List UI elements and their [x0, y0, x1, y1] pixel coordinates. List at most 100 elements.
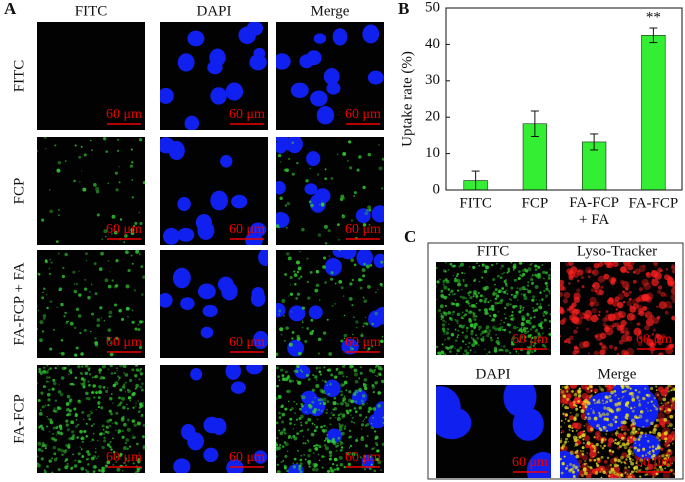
green-signal: [629, 431, 634, 436]
green-signal: [43, 366, 46, 369]
green-signal: [86, 457, 90, 461]
green-signal: [317, 337, 322, 342]
red-signal: [616, 301, 624, 309]
green-signal: [338, 279, 343, 284]
green-signal: [281, 445, 285, 448]
green-signal: [341, 365, 346, 368]
green-signal: [42, 385, 46, 389]
green-signal: [587, 416, 592, 421]
green-signal: [372, 391, 375, 394]
green-signal: [380, 469, 383, 471]
red-signal: [622, 300, 626, 304]
green-signal: [80, 377, 85, 381]
green-signal: [298, 417, 302, 421]
green-signal: [571, 427, 574, 429]
green-signal: [119, 452, 122, 455]
panel-frame: [427, 242, 684, 480]
green-signal: [308, 465, 311, 468]
green-signal: [276, 352, 279, 357]
micrograph: 60 μm: [276, 365, 384, 473]
green-signal: [87, 397, 91, 401]
green-signal: [348, 409, 352, 413]
green-signal: [59, 427, 63, 431]
green-signal: [628, 392, 633, 396]
green-signal: [140, 368, 143, 371]
nucleus: [304, 183, 318, 195]
green-signal: [115, 461, 117, 463]
green-signal: [478, 325, 482, 330]
green-signal: [345, 409, 349, 413]
nucleus: [220, 154, 233, 168]
nucleus: [276, 53, 291, 70]
green-signal: [658, 465, 663, 469]
green-signal: [327, 368, 332, 372]
green-signal: [304, 421, 308, 425]
micrograph: 60 μm: [436, 385, 551, 478]
green-signal: [64, 311, 67, 315]
red-signal: [617, 293, 624, 300]
green-signal: [131, 320, 135, 324]
green-signal: [107, 328, 112, 332]
green-signal: [465, 351, 470, 355]
green-signal: [340, 431, 345, 436]
green-signal: [60, 448, 64, 453]
green-signal: [630, 476, 633, 478]
green-signal: [561, 405, 564, 407]
green-signal: [637, 427, 641, 431]
green-signal: [90, 139, 92, 142]
green-signal: [45, 293, 48, 296]
green-signal: [44, 147, 47, 150]
green-signal: [42, 314, 47, 318]
green-signal: [276, 397, 278, 401]
micrograph: 60 μm: [37, 22, 145, 130]
green-signal: [594, 402, 596, 405]
nucleus: [177, 227, 195, 242]
green-signal: [504, 282, 508, 286]
green-signal: [142, 402, 145, 404]
green-signal: [638, 414, 643, 419]
red-signal: [670, 287, 675, 295]
green-signal: [537, 334, 542, 339]
green-signal: [617, 397, 620, 400]
red-signal: [620, 329, 625, 334]
green-signal: [335, 445, 338, 448]
green-signal: [573, 416, 577, 420]
green-signal: [329, 382, 332, 385]
green-signal: [639, 410, 644, 414]
green-signal: [324, 177, 328, 181]
green-signal: [328, 393, 331, 396]
green-signal: [520, 322, 525, 327]
green-signal: [137, 323, 140, 326]
nucleus: [230, 381, 246, 394]
green-signal: [129, 399, 131, 402]
green-signal: [97, 455, 100, 458]
green-signal: [289, 276, 293, 280]
green-signal: [599, 445, 603, 448]
green-signal: [302, 435, 305, 438]
green-signal: [350, 420, 353, 423]
green-signal: [520, 335, 524, 339]
green-signal: [66, 463, 69, 466]
green-signal: [89, 413, 92, 415]
green-signal: [518, 270, 521, 273]
green-signal: [131, 196, 134, 199]
green-signal: [101, 365, 106, 369]
green-signal: [75, 307, 80, 312]
green-signal: [485, 325, 490, 330]
green-signal: [517, 329, 520, 332]
green-signal: [133, 423, 138, 427]
green-signal: [323, 366, 326, 369]
green-signal: [365, 209, 369, 212]
green-signal: [291, 141, 294, 145]
green-signal: [92, 423, 95, 426]
green-signal: [93, 262, 97, 266]
green-signal: [57, 468, 61, 472]
green-signal: [569, 450, 574, 455]
green-signal: [342, 197, 346, 200]
green-signal: [80, 437, 83, 440]
nucleus: [323, 379, 341, 398]
green-signal: [491, 307, 495, 312]
red-signal: [575, 326, 579, 330]
green-signal: [289, 292, 294, 296]
green-signal: [95, 190, 100, 194]
